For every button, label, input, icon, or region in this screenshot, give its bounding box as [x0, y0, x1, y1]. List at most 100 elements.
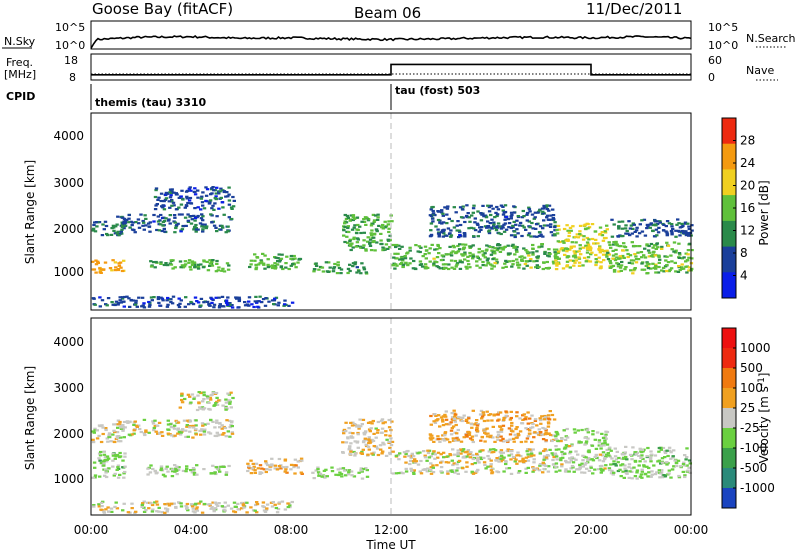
velocity-cell	[544, 456, 549, 459]
velocity-cell	[538, 419, 543, 422]
velocity-cell	[521, 460, 526, 463]
velocity-cell	[601, 460, 606, 463]
power-cell	[356, 223, 360, 227]
power-cell	[401, 263, 406, 266]
power-cell	[170, 200, 174, 203]
velocity-cell	[640, 476, 644, 479]
velocity-cell	[541, 426, 545, 430]
velocity-cell	[390, 420, 394, 423]
velocity-ylabel: Slant Range [km]	[23, 366, 37, 470]
velocity-cell	[502, 456, 506, 459]
velocity-cell	[226, 430, 230, 433]
velocity-cell	[475, 430, 480, 433]
velocity-cell	[376, 453, 381, 457]
power-cell	[487, 210, 492, 213]
velocity-cell	[212, 510, 216, 513]
power-cell	[680, 263, 684, 266]
velocity-cell	[551, 453, 555, 456]
velocity-cell	[548, 433, 553, 437]
velocity-cell	[466, 453, 471, 456]
velocity-cell	[133, 420, 137, 423]
power-cell	[185, 197, 189, 200]
velocity-cell	[97, 503, 101, 506]
velocity-colorbar-label: Velocity [m s-1]	[757, 372, 771, 463]
power-cell	[444, 253, 448, 256]
velocity-cell	[132, 432, 136, 435]
velocity-cell	[452, 418, 457, 421]
velocity-cell	[444, 418, 449, 421]
velocity-cell	[444, 415, 448, 418]
velocity-cell	[669, 457, 673, 460]
power-cell	[670, 225, 674, 228]
velocity-cell	[499, 435, 503, 438]
velocity-cell	[450, 412, 454, 415]
velocity-cell	[358, 418, 362, 421]
velocity-cell	[591, 430, 595, 433]
velocity-cell	[476, 457, 480, 460]
power-cell	[360, 220, 364, 223]
velocity-cell	[688, 462, 692, 465]
velocity-cell	[163, 511, 167, 514]
power-cell	[470, 214, 474, 217]
power-cell	[255, 256, 259, 259]
power-cell	[533, 211, 538, 214]
power-cell	[199, 263, 203, 266]
velocity-cell	[585, 429, 590, 432]
power-cell	[525, 211, 530, 215]
velocity-ytick-1000: 1000	[53, 472, 84, 486]
power-cell	[459, 235, 463, 238]
power-cell	[214, 270, 219, 273]
power-cell	[359, 231, 363, 235]
velocity-cell	[224, 473, 228, 476]
velocity-cell	[489, 434, 493, 437]
velocity-cell	[687, 466, 691, 469]
power-cell	[586, 243, 591, 246]
velocity-cell	[202, 433, 207, 436]
power-cell	[366, 219, 371, 222]
power-cell	[553, 251, 557, 254]
power-cell	[280, 253, 284, 256]
power-patch	[248, 252, 303, 271]
velocity-cell	[174, 505, 178, 509]
power-cell	[284, 262, 288, 265]
power-cell	[348, 238, 352, 241]
velocity-cell	[283, 458, 288, 461]
power-cell	[612, 269, 617, 272]
velocity-cell	[353, 423, 357, 426]
velocity-cell	[436, 456, 440, 459]
power-cell	[115, 232, 119, 235]
power-cell	[624, 266, 628, 269]
velocity-cell	[532, 461, 536, 464]
velocity-cell	[495, 457, 499, 460]
power-cell	[496, 244, 500, 247]
power-cell	[472, 227, 476, 230]
power-cell	[628, 234, 632, 237]
power-cell	[477, 230, 481, 233]
power-cell	[227, 264, 231, 267]
power-cell	[458, 259, 462, 262]
power-cell	[122, 259, 126, 262]
velocity-cell	[542, 418, 546, 421]
velocity-cell	[208, 396, 212, 399]
power-cell	[237, 296, 241, 299]
velocity-cell	[240, 507, 244, 510]
velocity-cell	[215, 403, 220, 406]
velocity-cell	[450, 470, 454, 473]
power-cell	[208, 264, 212, 267]
power-cell	[582, 235, 586, 238]
power-colorbar-swatch	[722, 195, 736, 222]
velocity-cell	[250, 467, 254, 470]
velocity-cell	[552, 456, 556, 459]
velocity-cell	[461, 448, 466, 451]
velocity-cell	[114, 501, 118, 504]
velocity-cell	[487, 413, 491, 417]
power-cell	[505, 260, 509, 263]
power-cell	[190, 218, 194, 221]
power-cell	[533, 216, 537, 219]
velocity-cell	[433, 453, 437, 456]
power-cell	[208, 262, 213, 265]
velocity-cell	[139, 430, 143, 434]
power-cell	[404, 261, 408, 264]
velocity-cell	[168, 433, 172, 436]
velocity-cell	[450, 416, 455, 419]
